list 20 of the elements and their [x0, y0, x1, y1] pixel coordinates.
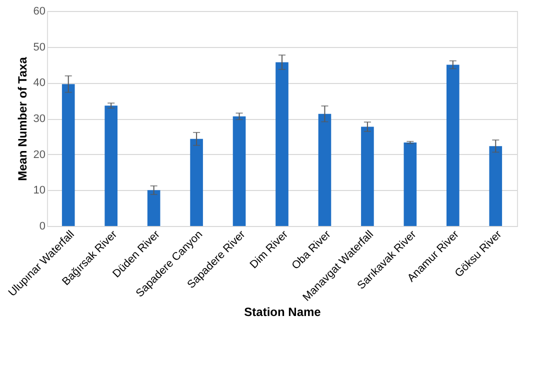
y-tick-label: 10	[33, 184, 46, 197]
x-axis-title: Station Name	[244, 304, 322, 319]
bar	[104, 106, 118, 226]
y-tick-label: 40	[33, 77, 46, 90]
bar	[276, 62, 288, 226]
y-axis-title: Mean Number of Taxa	[15, 56, 30, 181]
bar	[190, 138, 203, 226]
y-tick-label: 60	[33, 6, 46, 18]
y-tick-label: 50	[33, 41, 46, 54]
bar	[404, 142, 417, 226]
y-tick-label: 20	[33, 148, 46, 161]
bar	[361, 126, 374, 226]
bar	[489, 146, 502, 226]
bar	[232, 116, 246, 226]
y-tick-label: 30	[33, 113, 46, 125]
bar	[446, 64, 460, 226]
bar	[147, 190, 160, 226]
bar	[62, 84, 75, 226]
bar	[318, 114, 332, 226]
y-tick-label: 0	[39, 220, 46, 232]
